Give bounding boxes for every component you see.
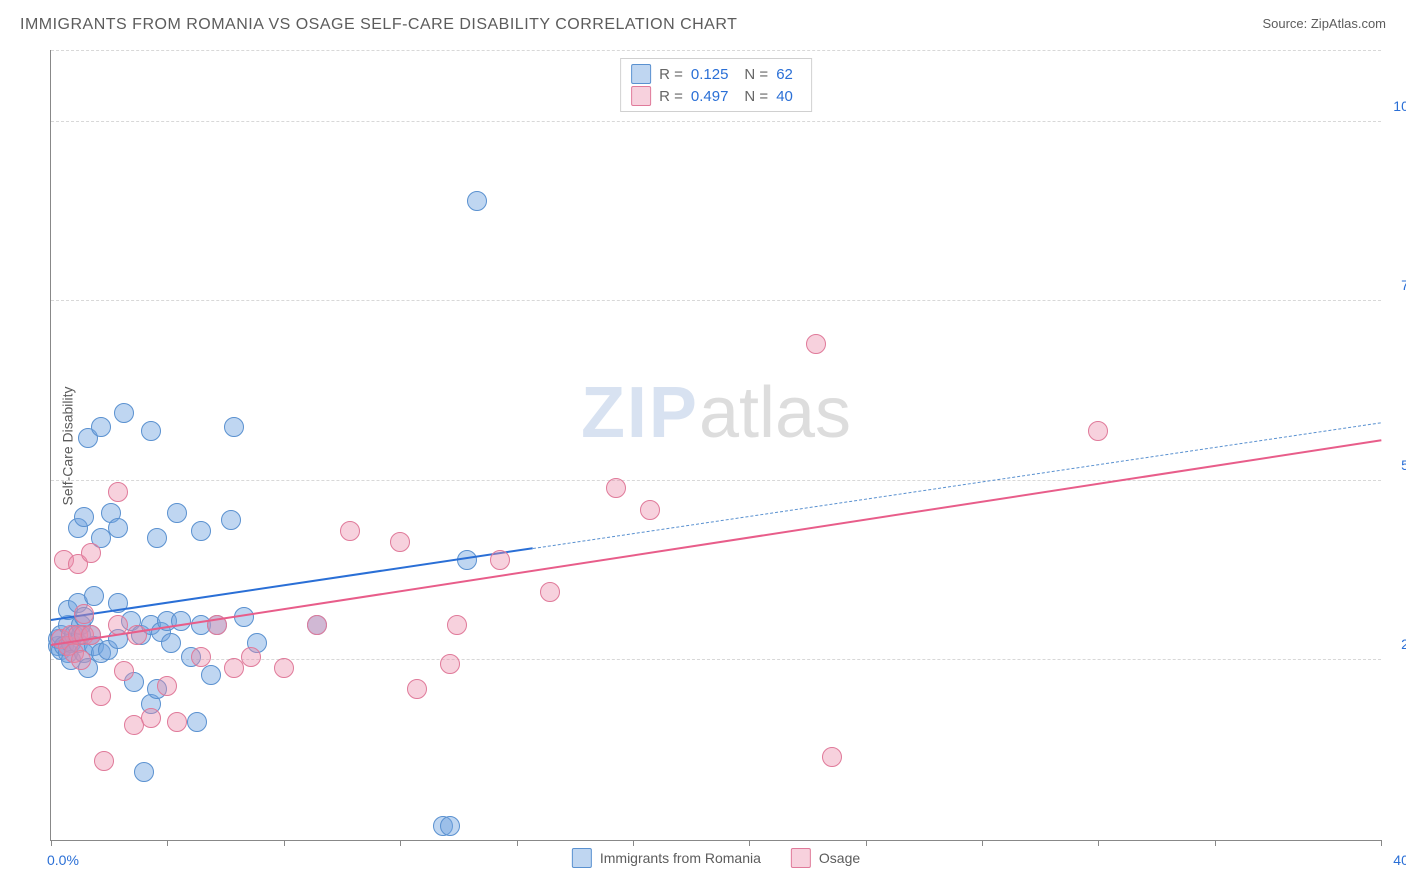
chart-source: Source: ZipAtlas.com (1262, 16, 1386, 31)
data-point (407, 679, 427, 699)
x-tick (633, 840, 634, 846)
data-point (640, 500, 660, 520)
data-point (84, 586, 104, 606)
data-point (74, 604, 94, 624)
data-point (224, 417, 244, 437)
x-tick (1098, 840, 1099, 846)
x-tick (749, 840, 750, 846)
legend-label: Osage (819, 850, 860, 866)
data-point (157, 676, 177, 696)
data-point (1088, 421, 1108, 441)
stats-r-value: 0.125 (691, 66, 729, 83)
gridline (51, 121, 1381, 122)
stats-box: R = 0.125 N = 62 R = 0.497 N = 40 (620, 58, 812, 112)
trend-line (533, 422, 1381, 549)
data-point (81, 625, 101, 645)
legend-swatch (631, 64, 651, 84)
x-tick (982, 840, 983, 846)
data-point (201, 665, 221, 685)
stats-r-label: R = (659, 88, 683, 105)
y-tick-label: 7.5% (1387, 277, 1406, 293)
stats-row: R = 0.125 N = 62 (631, 63, 801, 85)
chart-title: IMMIGRANTS FROM ROMANIA VS OSAGE SELF-CA… (20, 16, 737, 34)
data-point (440, 816, 460, 836)
data-point (141, 421, 161, 441)
data-point (440, 654, 460, 674)
data-point (167, 712, 187, 732)
data-point (114, 403, 134, 423)
data-point (221, 510, 241, 530)
gridline (51, 480, 1381, 481)
stats-row: R = 0.497 N = 40 (631, 85, 801, 107)
stats-n-value: 40 (776, 88, 793, 105)
x-axis-max: 40.0% (1393, 852, 1406, 868)
data-point (806, 334, 826, 354)
legend-label: Immigrants from Romania (600, 850, 761, 866)
data-point (241, 647, 261, 667)
stats-n-label: N = (744, 66, 768, 83)
data-point (127, 625, 147, 645)
chart-container: IMMIGRANTS FROM ROMANIA VS OSAGE SELF-CA… (0, 0, 1406, 892)
x-tick (1215, 840, 1216, 846)
data-point (91, 686, 111, 706)
data-point (74, 507, 94, 527)
data-point (540, 582, 560, 602)
data-point (81, 543, 101, 563)
watermark-zip: ZIP (581, 373, 699, 453)
legend-swatch (631, 86, 651, 106)
data-point (108, 482, 128, 502)
x-tick (517, 840, 518, 846)
data-point (147, 528, 167, 548)
data-point (114, 661, 134, 681)
data-point (822, 747, 842, 767)
data-point (447, 615, 467, 635)
data-point (161, 633, 181, 653)
data-point (134, 762, 154, 782)
data-point (606, 478, 626, 498)
stats-n-label: N = (744, 88, 768, 105)
data-point (191, 647, 211, 667)
trend-line (51, 547, 533, 621)
data-point (307, 615, 327, 635)
data-point (490, 550, 510, 570)
gridline (51, 50, 1381, 51)
stats-r-label: R = (659, 66, 683, 83)
data-point (71, 650, 91, 670)
data-point (187, 712, 207, 732)
x-tick (400, 840, 401, 846)
data-point (274, 658, 294, 678)
data-point (91, 417, 111, 437)
data-point (171, 611, 191, 631)
x-tick (167, 840, 168, 846)
y-tick-label: 5.0% (1387, 457, 1406, 473)
stats-n-value: 62 (776, 66, 793, 83)
stats-r-value: 0.497 (691, 88, 729, 105)
legend-item: Osage (791, 848, 860, 868)
data-point (467, 191, 487, 211)
data-point (191, 521, 211, 541)
x-tick (51, 840, 52, 846)
trend-line (51, 439, 1381, 646)
y-tick-label: 10.0% (1387, 98, 1406, 114)
x-tick (1381, 840, 1382, 846)
legend-item: Immigrants from Romania (572, 848, 761, 868)
x-tick (866, 840, 867, 846)
x-tick (284, 840, 285, 846)
legend-swatch (572, 848, 592, 868)
data-point (94, 751, 114, 771)
data-point (108, 518, 128, 538)
watermark: ZIPatlas (581, 372, 851, 454)
data-point (167, 503, 187, 523)
gridline (51, 300, 1381, 301)
x-axis-min: 0.0% (47, 852, 79, 868)
bottom-legend: Immigrants from Romania Osage (572, 848, 860, 868)
data-point (390, 532, 410, 552)
watermark-atlas: atlas (699, 373, 851, 453)
legend-swatch (791, 848, 811, 868)
plot-area: ZIPatlas R =0.125N =62R =0.497N =40 0.0%… (50, 50, 1381, 841)
data-point (141, 708, 161, 728)
y-tick-label: 2.5% (1387, 636, 1406, 652)
data-point (340, 521, 360, 541)
